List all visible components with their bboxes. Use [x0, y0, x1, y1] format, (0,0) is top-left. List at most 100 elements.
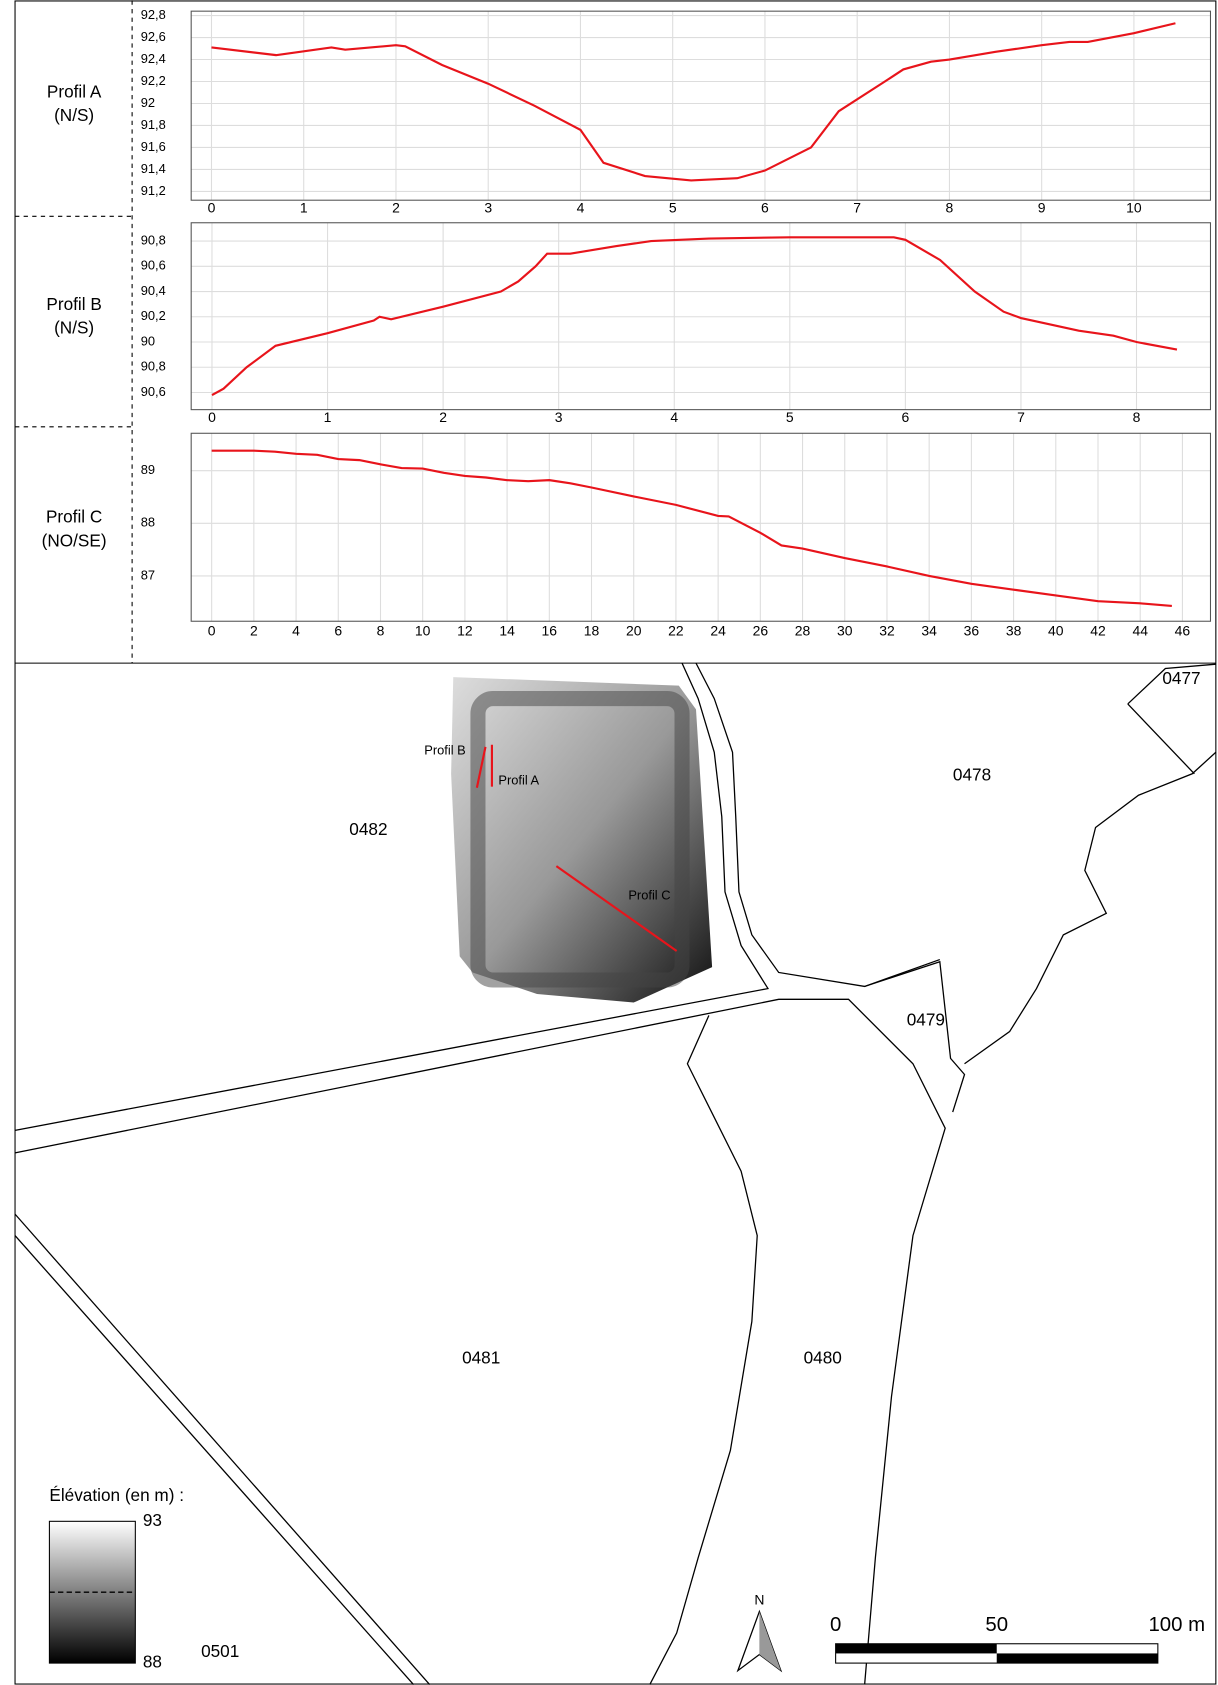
plot-frame	[191, 11, 1210, 200]
x-tick-label: 0	[208, 623, 216, 639]
y-tick-label: 87	[141, 567, 155, 582]
x-tick-label: 44	[1132, 623, 1148, 639]
figure: Profil A(N/S)92,892,692,492,29291,891,69…	[0, 0, 1218, 1685]
parcel-label: 0482	[349, 819, 387, 839]
parcel-label: 0478	[953, 764, 991, 784]
x-tick-label: 46	[1175, 623, 1191, 639]
x-tick-label: 3	[555, 409, 563, 425]
x-tick-label: 5	[786, 409, 794, 425]
x-tick-label: 16	[542, 623, 558, 639]
profile-name: Profil A	[47, 81, 102, 101]
x-tick-label: 22	[668, 623, 684, 639]
scale-label: 100 m	[1148, 1614, 1205, 1636]
x-tick-label: 34	[921, 623, 937, 639]
parcel-label: 0481	[462, 1348, 500, 1368]
x-tick-label: 20	[626, 623, 642, 639]
x-tick-label: 4	[292, 623, 300, 639]
scale-label: 50	[985, 1614, 1008, 1636]
parcel-label: 0477	[1162, 668, 1200, 688]
x-tick-label: 9	[1038, 199, 1046, 215]
x-tick-label: 8	[1133, 409, 1141, 425]
legend-title: Élévation (en m) :	[49, 1485, 184, 1505]
x-tick-label: 3	[484, 199, 492, 215]
x-tick-label: 26	[753, 623, 769, 639]
profile-label: Profil A	[498, 773, 539, 788]
y-tick-label: 90,8	[141, 232, 166, 247]
legend-max: 93	[143, 1510, 162, 1530]
y-tick-label: 92,2	[141, 73, 166, 88]
y-tick-label: 91,4	[141, 161, 166, 176]
y-tick-label: 90,4	[141, 283, 166, 298]
y-tick-label: 90,2	[141, 308, 166, 323]
y-tick-label: 92	[141, 95, 155, 110]
y-tick-label: 91,6	[141, 139, 166, 154]
x-tick-label: 30	[837, 623, 853, 639]
profiles: Profil A(N/S)92,892,692,492,29291,891,69…	[15, 0, 1216, 663]
x-tick-label: 2	[439, 409, 447, 425]
parcel-label: 0479	[907, 1009, 945, 1029]
profile-line	[211, 23, 1175, 180]
profile-name: (N/S)	[54, 105, 94, 125]
legend-min: 88	[143, 1652, 162, 1672]
profile-name: (N/S)	[54, 318, 94, 338]
parcel-label: 0480	[804, 1348, 842, 1368]
x-tick-label: 18	[584, 623, 600, 639]
scale-bar	[997, 1653, 1158, 1663]
x-tick-label: 1	[324, 409, 332, 425]
x-tick-label: 2	[392, 199, 400, 215]
parcel-label: 0501	[201, 1641, 239, 1661]
x-tick-label: 0	[208, 199, 216, 215]
parcel-edge	[1128, 704, 1195, 774]
x-tick-label: 4	[577, 199, 585, 215]
y-tick-label: 90	[141, 333, 155, 348]
x-tick-label: 38	[1006, 623, 1022, 639]
parcel-edge	[965, 752, 1216, 1063]
x-tick-label: 42	[1090, 623, 1106, 639]
x-tick-label: 0	[208, 409, 216, 425]
x-tick-label: 1	[300, 199, 308, 215]
road	[696, 663, 940, 986]
x-tick-label: 10	[1126, 199, 1142, 215]
elevation-model	[451, 677, 712, 1002]
x-tick-label: 6	[761, 199, 769, 215]
x-tick-label: 40	[1048, 623, 1064, 639]
x-tick-label: 8	[946, 199, 954, 215]
plot-frame	[191, 223, 1210, 410]
x-tick-label: 6	[902, 409, 910, 425]
x-tick-label: 7	[853, 199, 861, 215]
x-tick-label: 5	[669, 199, 677, 215]
y-tick-label: 89	[141, 462, 155, 477]
north-label: N	[754, 1591, 764, 1607]
y-tick-label: 92,8	[141, 7, 166, 22]
profile-line	[212, 451, 1172, 606]
scale-bar	[836, 1644, 997, 1654]
profile-name: Profil C	[46, 507, 102, 527]
x-tick-label: 10	[415, 623, 431, 639]
x-tick-label: 6	[334, 623, 342, 639]
y-tick-label: 92,4	[141, 51, 166, 66]
scale-label: 0	[830, 1614, 841, 1636]
y-tick-label: 91,2	[141, 183, 166, 198]
map: 0477 0478 0479 0480 0481 0482 0501 Profi…	[15, 663, 1216, 1684]
x-tick-label: 7	[1017, 409, 1025, 425]
profile-label: Profil C	[628, 888, 670, 903]
profile-label: Profil B	[424, 743, 466, 758]
y-tick-label: 91,8	[141, 117, 166, 132]
x-tick-label: 24	[710, 623, 726, 639]
x-tick-label: 2	[250, 623, 258, 639]
profile-line	[212, 237, 1177, 395]
parcel-edge	[865, 962, 965, 1112]
x-tick-label: 32	[879, 623, 895, 639]
parcel-edge	[650, 1015, 757, 1684]
profile-name: Profil B	[46, 294, 101, 314]
y-tick-label: 90,6	[141, 258, 166, 273]
y-tick-label: 88	[141, 515, 155, 530]
y-tick-label: 90,6	[141, 384, 166, 399]
y-tick-label: 90,8	[141, 359, 166, 374]
x-tick-label: 28	[795, 623, 811, 639]
y-tick-label: 92,6	[141, 29, 166, 44]
x-tick-label: 12	[457, 623, 473, 639]
plot-frame	[191, 433, 1210, 621]
x-tick-label: 4	[670, 409, 678, 425]
x-tick-label: 8	[377, 623, 385, 639]
